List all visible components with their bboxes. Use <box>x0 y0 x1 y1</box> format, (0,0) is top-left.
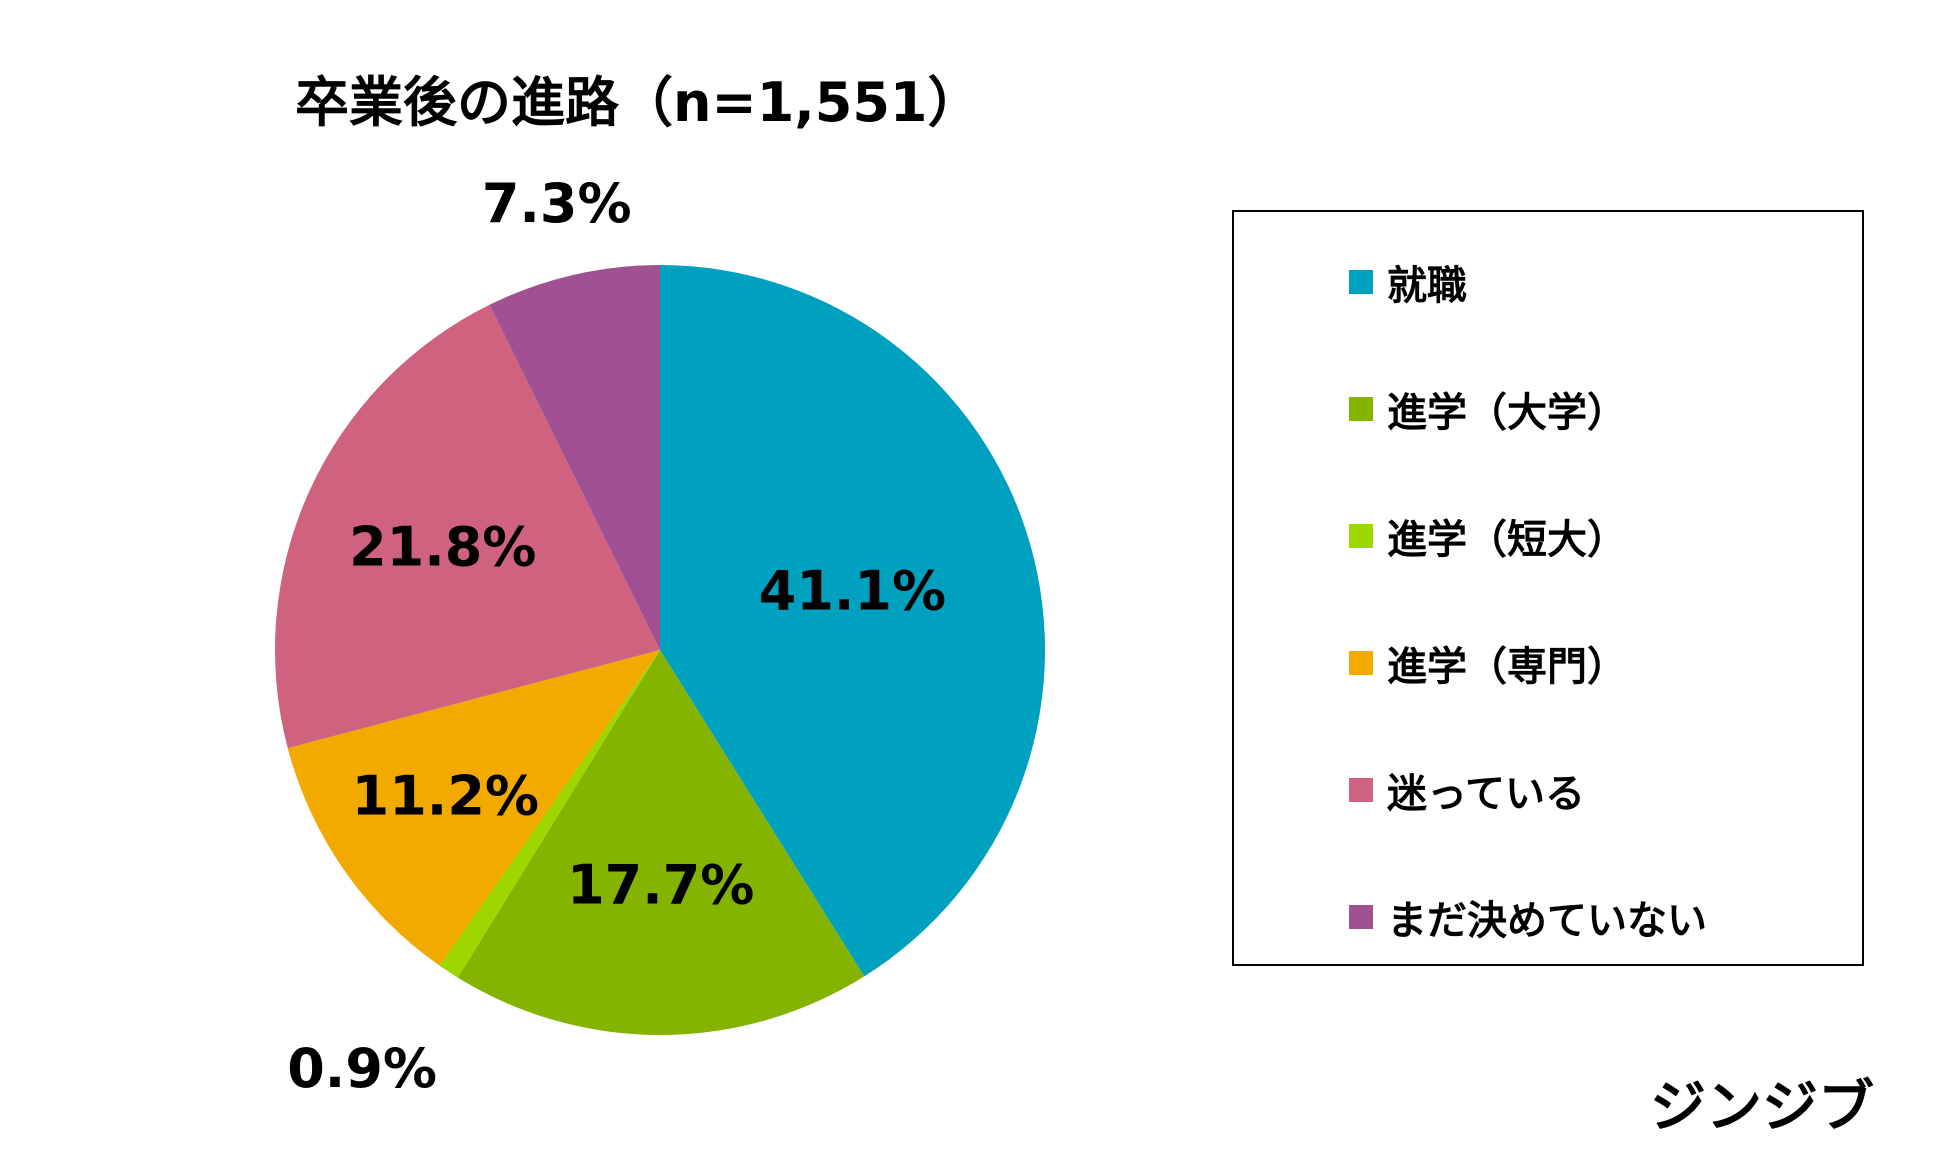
pie-slice-label: 21.8% <box>349 516 536 579</box>
legend-item: まだ決めていない <box>1349 887 1707 947</box>
pie-slice-label: 17.7% <box>567 853 754 916</box>
pie-slice <box>457 650 865 1035</box>
brand-logo: ジンジブ <box>1650 1075 1874 1140</box>
legend: 就職進学（大学） 進学（短大） 進学（専門） 迷っているまだ決めていない <box>1232 210 1864 966</box>
legend-item: 迷っている <box>1349 760 1585 820</box>
legend-swatch <box>1349 270 1373 294</box>
pie-slice <box>489 265 660 650</box>
pie-slice <box>274 304 660 749</box>
legend-label: まだ決めていない <box>1387 898 1707 944</box>
legend-swatch <box>1349 397 1373 421</box>
legend-swatch <box>1349 778 1373 802</box>
pie-labels: 41.1% 17.7% 0.9% 11.2% 21.8% 7.3% <box>287 172 946 1100</box>
legend-item: 進学（専門） <box>1349 633 1627 693</box>
pie-slice-label: 41.1% <box>759 559 946 622</box>
legend-label: 進学（短大） <box>1387 517 1627 563</box>
legend-swatch <box>1349 651 1373 675</box>
legend-label: 迷っている <box>1387 771 1585 817</box>
legend-swatch <box>1349 524 1373 548</box>
legend-label: 進学（専門） <box>1387 644 1627 690</box>
pie-slice-label: 7.3% <box>482 172 632 235</box>
chart-title: 卒業後の進路（n=1,551） <box>295 71 982 134</box>
pie-slices <box>274 265 1045 1035</box>
pie-slice <box>660 265 1045 977</box>
pie-slice <box>287 650 660 966</box>
pie-slice-label: 0.9% <box>287 1037 437 1100</box>
legend-item: 就職 <box>1349 252 1467 312</box>
legend-item: 進学（短大） <box>1349 506 1627 566</box>
legend-label: 就職 <box>1387 263 1467 309</box>
legend-label: 進学（大学） <box>1387 390 1627 436</box>
pie-slice <box>439 650 660 978</box>
pie-slice-label: 11.2% <box>352 765 539 828</box>
legend-swatch <box>1349 905 1373 929</box>
legend-item: 進学（大学） <box>1349 379 1627 439</box>
